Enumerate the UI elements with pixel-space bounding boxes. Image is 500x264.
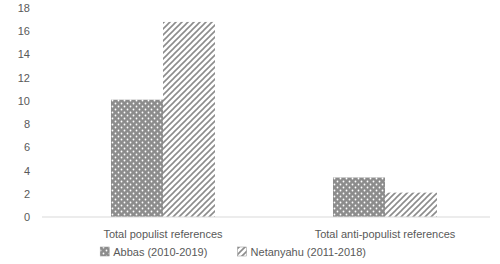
legend-label: Abbas (2010-2019) [113, 246, 207, 258]
bar [333, 178, 385, 217]
bar [111, 100, 163, 217]
legend-label: Netanyahu (2011-2018) [251, 246, 366, 258]
legend-swatch [238, 247, 247, 256]
y-tick-label: 8 [24, 118, 30, 130]
x-axis-line [42, 217, 490, 218]
y-tick-label: 2 [24, 188, 30, 200]
legend-swatch [100, 247, 109, 256]
legend: Abbas (2010-2019) Netanyahu (2011-2018) [100, 246, 366, 258]
chart: 0 2 4 6 8 10 12 14 16 18 Total populist references… [0, 0, 500, 264]
bars [111, 22, 437, 217]
y-tick-label: 10 [18, 95, 30, 107]
x-tick-label: Total anti-populist references [315, 228, 456, 240]
y-tick-label: 12 [18, 72, 30, 84]
y-tick-label: 16 [18, 25, 30, 37]
bar [163, 22, 215, 217]
y-tick-label: 14 [18, 48, 30, 60]
y-tick-label: 4 [24, 165, 30, 177]
bar [385, 193, 437, 217]
y-tick-label: 6 [24, 141, 30, 153]
y-tick-label: 0 [24, 211, 30, 223]
x-tick-label: Total populist references [103, 228, 223, 240]
y-tick-label: 18 [18, 2, 30, 14]
